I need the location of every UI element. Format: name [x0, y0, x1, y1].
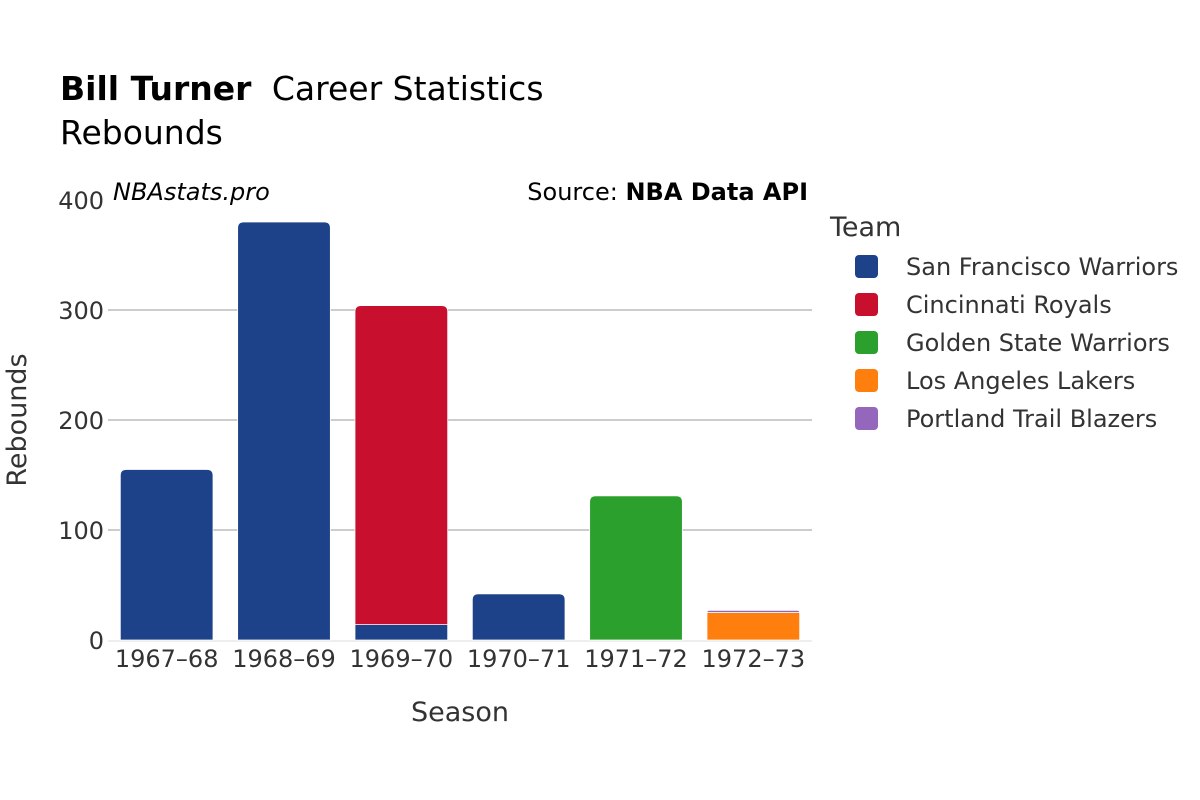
x-tick-labels: 1967–68 1968–69 1969–70 1970–71 1971–72 1972–…	[115, 645, 805, 673]
y-tick-label: 100	[58, 517, 104, 545]
x-tick-label: 1968–69	[232, 645, 336, 673]
legend-swatch	[855, 369, 878, 392]
watermark: NBAstats.pro	[113, 178, 270, 206]
y-tick-label: 200	[58, 407, 104, 435]
legend-swatch	[855, 255, 878, 278]
legend-swatch	[855, 331, 878, 354]
y-tick-labels: 0 100 200 300 400	[58, 187, 104, 655]
legend-item[interactable]: Los Angeles Lakers	[855, 367, 1135, 395]
legend-item[interactable]: Golden State Warriors	[855, 329, 1170, 357]
source-name: NBA Data API	[625, 178, 808, 206]
title-suffix: Career Statistics	[272, 69, 544, 108]
x-tick-label: 1967–68	[115, 645, 219, 673]
bar-los-angeles-lakers-1972–73	[706, 612, 801, 641]
x-tick-label: 1972–73	[702, 645, 806, 673]
legend-label: Cincinnati Royals	[906, 291, 1112, 319]
x-tick-label: 1971–72	[584, 645, 688, 673]
bar-san-francisco-warriors-1969–70	[354, 624, 449, 641]
legend-label: Portland Trail Blazers	[906, 405, 1157, 433]
x-tick-label: 1970–71	[467, 645, 571, 673]
chart-subtitle: Rebounds	[60, 113, 223, 152]
legend-swatch	[855, 407, 878, 430]
source-label: Source: NBA Data API	[527, 178, 808, 206]
y-axis-title: Rebounds	[2, 353, 33, 486]
source-prefix: Source:	[527, 178, 625, 206]
legend-title: Team	[829, 212, 901, 243]
bars	[119, 221, 801, 641]
x-tick-label: 1969–70	[350, 645, 454, 673]
player-name: Bill Turner	[60, 69, 252, 108]
bar-san-francisco-warriors-1970–71	[471, 593, 566, 641]
legend-item[interactable]: San Francisco Warriors	[855, 253, 1178, 281]
chart-title: Bill Turner Career Statistics	[60, 69, 544, 108]
bar-portland-trail-blazers-1972–73	[706, 609, 801, 613]
gridlines	[108, 309, 812, 642]
legend-swatch	[855, 293, 878, 316]
y-tick-label: 0	[89, 627, 104, 655]
legend: San Francisco Warriors Cincinnati Royals G…	[855, 253, 1178, 433]
x-axis-title: Season	[411, 697, 509, 728]
legend-label: San Francisco Warriors	[906, 253, 1178, 281]
bar-cincinnati-royals-1969–70	[354, 305, 449, 625]
bar-golden-state-warriors-1971–72	[589, 495, 683, 641]
legend-item[interactable]: Portland Trail Blazers	[855, 405, 1157, 433]
legend-label: Los Angeles Lakers	[906, 367, 1135, 395]
legend-item[interactable]: Cincinnati Royals	[855, 291, 1112, 319]
bar-san-francisco-warriors-1968–69	[237, 221, 331, 641]
bar-san-francisco-warriors-1967–68	[119, 469, 214, 641]
y-tick-label: 300	[58, 297, 104, 325]
legend-label: Golden State Warriors	[906, 329, 1170, 357]
y-tick-label: 400	[58, 187, 104, 215]
